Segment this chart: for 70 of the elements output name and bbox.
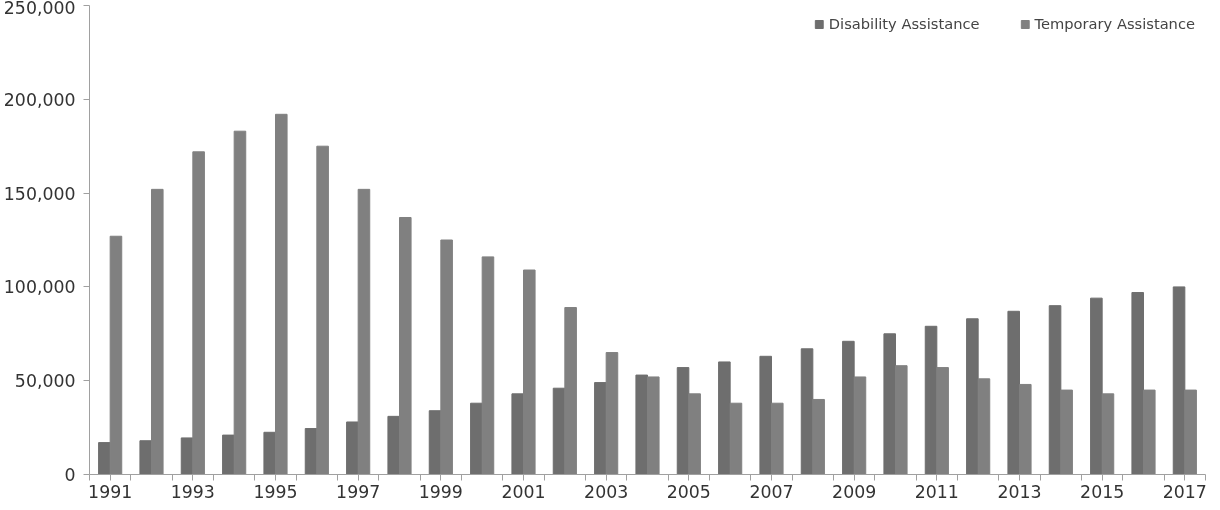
bar — [771, 402, 784, 475]
bar — [1172, 286, 1186, 475]
bar — [192, 151, 205, 475]
bar — [1019, 383, 1032, 475]
bar — [357, 188, 371, 475]
bar — [1101, 393, 1115, 475]
x-tick-label: 1995 — [253, 481, 298, 502]
bar — [635, 374, 648, 475]
bar — [109, 235, 123, 475]
y-tick-label: 150,000 — [3, 183, 76, 204]
x-tick-label: 2003 — [584, 481, 629, 502]
x-tick-label: 2017 — [1162, 481, 1207, 502]
bar — [977, 378, 991, 475]
bar — [387, 415, 400, 475]
bar — [399, 216, 412, 475]
bar — [523, 269, 536, 475]
bar — [1090, 297, 1103, 475]
bar — [233, 130, 247, 475]
x-tick-label: 1997 — [336, 481, 381, 502]
legend-label: Disability Assistance — [828, 15, 980, 32]
bar — [883, 333, 896, 475]
x-tick-label: 2011 — [914, 481, 959, 502]
bar — [605, 352, 619, 475]
bar — [853, 376, 867, 475]
bar — [647, 376, 660, 475]
x-tick-label: 1991 — [88, 481, 133, 502]
bar — [895, 365, 908, 475]
bar — [936, 367, 949, 475]
x-tick-label: 2015 — [1080, 481, 1125, 502]
bar — [594, 382, 607, 475]
bar — [222, 434, 235, 475]
bar — [718, 361, 731, 475]
bar — [316, 145, 329, 475]
y-tick-label: 250,000 — [3, 0, 76, 18]
bar — [1131, 292, 1144, 475]
x-tick-label: 2007 — [749, 481, 794, 502]
bar — [440, 239, 453, 475]
bar — [564, 307, 577, 475]
x-tick-label: 1993 — [170, 481, 215, 502]
x-tick-label: 2013 — [997, 481, 1042, 502]
bar — [275, 113, 288, 475]
bar — [481, 256, 495, 475]
bar — [98, 442, 111, 475]
bar — [759, 355, 772, 475]
bar — [800, 348, 814, 475]
y-tick-label: 50,000 — [14, 371, 76, 392]
bar — [1007, 310, 1020, 475]
bar — [688, 393, 701, 475]
bar — [1048, 305, 1062, 475]
bar — [263, 431, 276, 475]
legend-label: Temporary Assistance — [1034, 15, 1195, 32]
x-tick-label: 2009 — [832, 481, 877, 502]
y-tick-label: 100,000 — [3, 277, 76, 298]
bar — [966, 318, 979, 475]
bar — [812, 398, 825, 475]
bar — [729, 402, 743, 475]
y-tick-label: 0 — [64, 465, 76, 485]
bar — [151, 188, 164, 475]
bar — [1143, 389, 1156, 475]
bar — [1184, 389, 1197, 475]
bar — [1060, 389, 1073, 475]
bar — [511, 393, 524, 475]
bar — [346, 421, 359, 475]
bar — [139, 440, 152, 475]
bar — [470, 402, 483, 475]
x-tick-label: 2001 — [501, 481, 546, 502]
x-tick-label: 1999 — [418, 481, 463, 502]
y-tick-label: 200,000 — [3, 89, 76, 110]
bar — [842, 340, 855, 475]
x-tick-label: 2005 — [666, 481, 711, 502]
